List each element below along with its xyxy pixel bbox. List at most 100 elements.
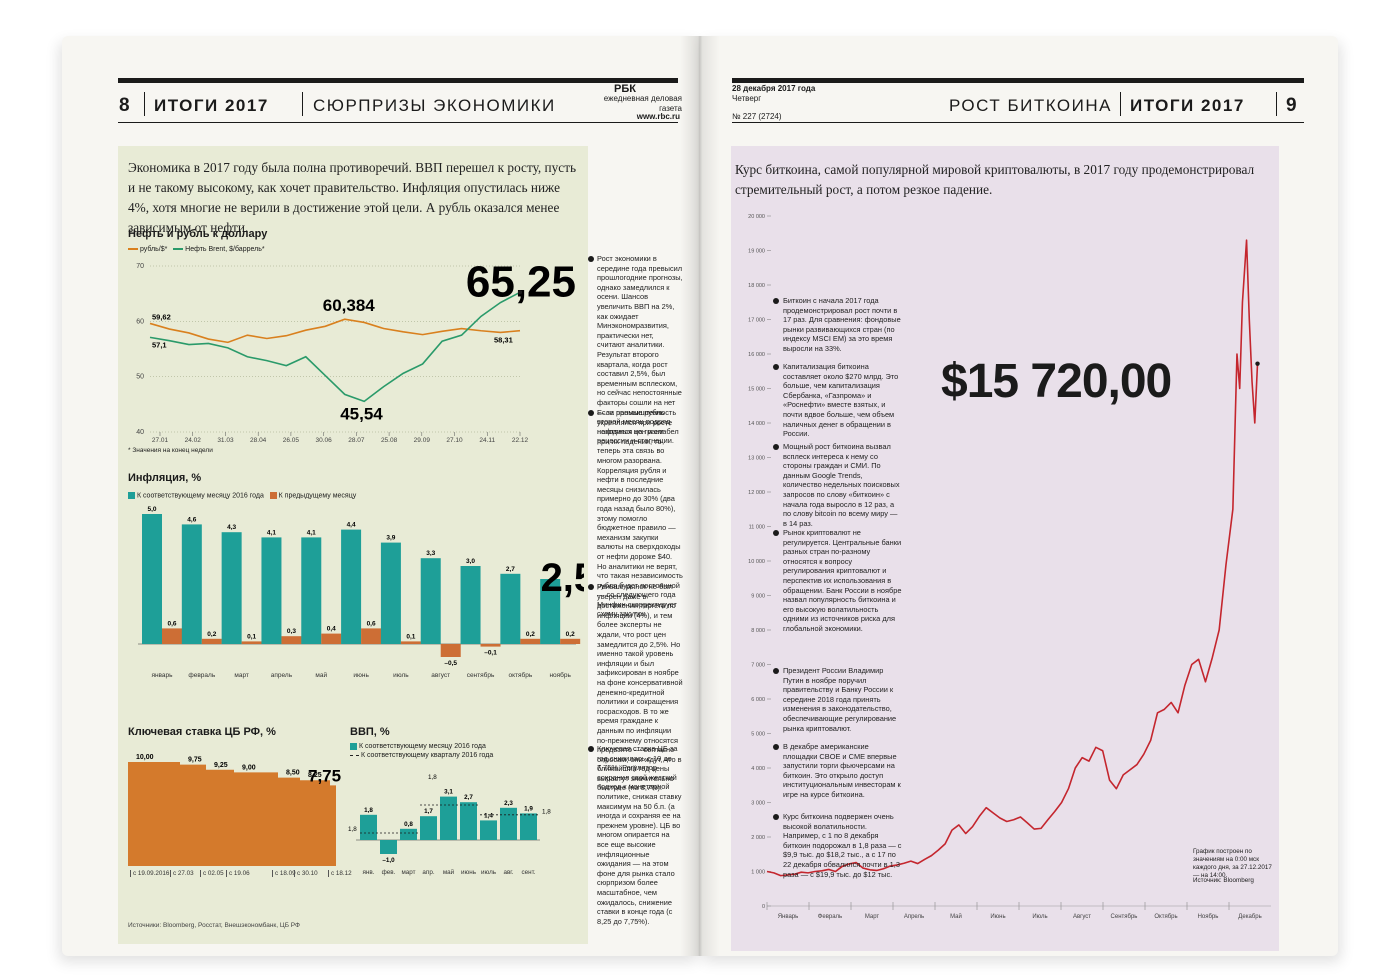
oil-x-tick: 28.07 <box>348 437 365 444</box>
site-link[interactable]: www.rbc.ru <box>636 112 680 121</box>
bitcoin-big-value: $15 720,00 <box>941 355 1172 408</box>
bitcoin-source: Источник: Bloomberg <box>1193 877 1254 884</box>
left-header-divider-2 <box>302 92 303 116</box>
btc-y-tick: 12 000 <box>748 490 765 496</box>
left-sources: Источники: Bloomberg, Росстат, Внешэконо… <box>128 922 300 929</box>
right-header-divider-2 <box>1276 92 1277 116</box>
key-rate-step-label: 8,25 <box>308 772 322 779</box>
btc-y-tick: 13 000 <box>748 456 765 462</box>
gdp-value: 1,9 <box>524 805 533 812</box>
inflation-chart-title: Инфляция, % <box>128 472 202 484</box>
inflation-x-tick: сентябрь <box>467 671 495 679</box>
btc-y-tick: 4 000 <box>751 766 765 772</box>
key-rate-x-tick: с 27.03 <box>170 870 194 877</box>
inflation-x-tick: июль <box>393 672 409 679</box>
oil-x-tick: 28.04 <box>250 437 267 444</box>
gdp-quarter-label-1: 1,8 <box>348 826 357 833</box>
key-rate-chart: 10,00 9,75 9,25 9,00 8,50 8,257,75 <box>128 754 341 866</box>
btc-y-tick: 3 000 <box>751 801 765 807</box>
btc-y-tick: 1 000 <box>751 870 765 876</box>
inflation-chart: 5,0 0,6 январь 4,6 0,2 февраль 4,3 0,1 март 4,1 0,… <box>138 506 584 679</box>
btc-y-tick: 19 000 <box>748 249 765 255</box>
btc-paragraph-3: Мощный рост биткоина вызвал всплеск инте… <box>783 442 900 528</box>
btc-y-tick: 18 000 <box>748 283 765 289</box>
oil-ruble-chart-title: Нефть и рубль к доллару <box>128 228 268 240</box>
left-page-number: 8 <box>119 95 130 116</box>
gdp-month-label: К соответствующему месяцу 2016 года <box>358 743 486 750</box>
gdp-quarter-swatch <box>350 754 359 756</box>
newspaper-spread: 8 ИТОГИ 2017 СЮРПРИЗЫ ЭКОНОМИКИ РБК ежед… <box>62 36 1338 956</box>
inflation-yoy-value: 4,6 <box>187 516 196 523</box>
btc-y-tick: 10 000 <box>748 559 765 565</box>
gdp-value: 1,4 <box>484 812 493 819</box>
right-page-number: 9 <box>1286 95 1297 116</box>
inflation-mom-bar <box>520 638 541 644</box>
inflation-yoy-label: К соответствующему месяцу 2016 года <box>136 492 264 500</box>
page-gutter <box>680 36 720 956</box>
inflation-mom-value: 0,1 <box>247 633 256 640</box>
btc-x-tick: Апрель <box>904 914 924 920</box>
btc-x-tick: Январь <box>778 914 799 920</box>
inflation-x-tick: февраль <box>188 672 215 679</box>
oil-y-tick: 50 <box>136 374 144 381</box>
btc-price-line <box>766 239 1259 877</box>
side-paragraph-2: Если раньше рубль укреплялся при росте н… <box>597 408 683 619</box>
oil-x-tick: 24.11 <box>479 437 495 444</box>
gdp-x-tick: авг. <box>503 869 513 876</box>
oil-x-tick: 22.12 <box>512 437 529 444</box>
inflation-mom-value: 0,3 <box>287 628 296 635</box>
oil-end-ruble-label: 58,31 <box>494 336 513 345</box>
key-rate-x-tick: с 19.09.2016 <box>130 870 169 877</box>
oil-x-tick: 24.02 <box>185 437 202 444</box>
inflation-yoy-bar <box>540 579 561 644</box>
btc-x-tick: Март <box>865 914 880 920</box>
gdp-x-tick: янв. <box>363 869 375 876</box>
gdp-bar <box>520 813 537 840</box>
gdp-x-tick: март <box>401 869 415 876</box>
btc-x-tick: Май <box>950 913 962 920</box>
inflation-yoy-bar <box>181 524 202 644</box>
btc-bullet-5 <box>773 668 779 674</box>
btc-y-tick: 8 000 <box>751 628 765 634</box>
left-section-title: ИТОГИ 2017 <box>154 96 269 115</box>
oil-ruble-chart: 40 50 60 70 27.01 24.02 31.03 28.04 26.05 30.06 28… <box>136 257 576 444</box>
key-rate-chart-title: Ключевая ставка ЦБ РФ, % <box>128 726 276 738</box>
inflation-yoy-value: 4,1 <box>267 529 276 536</box>
inflation-mom-value: 0,6 <box>367 620 376 627</box>
side-paragraph-3: Раньше рынок не был уверен даже в достиж… <box>597 582 683 793</box>
gdp-legend: К соответствующему месяцу 2016 года К со… <box>350 742 493 760</box>
inflation-x-tick: апрель <box>271 672 293 679</box>
inflation-mom-bar <box>480 644 501 647</box>
oil-x-tick: 31.03 <box>217 437 234 444</box>
btc-y-tick: 11 000 <box>749 525 765 531</box>
gdp-x-tick: май <box>443 868 455 876</box>
side-bullet-1 <box>588 256 594 262</box>
btc-x-tick: Октябрь <box>1154 914 1177 920</box>
inflation-yoy-value: 4,4 <box>347 522 356 529</box>
gdp-bar <box>420 816 437 840</box>
issue-number: № 227 (2724) <box>732 112 782 121</box>
inflation-yoy-bar <box>420 558 441 644</box>
key-rate-step-label: 10,00 <box>136 754 154 761</box>
inflation-mom-bar <box>201 638 222 644</box>
left-infographic-panel: Экономика в 2017 году была полна противо… <box>118 146 588 944</box>
inflation-x-tick: август <box>431 672 450 679</box>
inflation-mom-bar <box>162 628 182 644</box>
gdp-bar <box>480 820 497 840</box>
btc-paragraph-5: Президент России Владимир Путин в ноябре… <box>783 666 897 733</box>
brent-line <box>149 291 521 403</box>
inflation-mom-swatch <box>269 492 277 499</box>
right-header-bottom-rule <box>732 122 1304 123</box>
inflation-yoy-swatch <box>128 492 135 499</box>
gdp-bar <box>460 802 477 840</box>
key-rate-area <box>128 762 336 866</box>
gdp-bar <box>400 828 417 840</box>
gdp-value: 1,7 <box>424 808 433 815</box>
inflation-yoy-bar <box>301 537 322 644</box>
left-topic-title: СЮРПРИЗЫ ЭКОНОМИКИ <box>313 96 556 115</box>
gdp-value: 2,7 <box>464 794 473 801</box>
brent-legend-swatch <box>173 248 184 251</box>
oil-start-brent-label: 57,1 <box>152 340 167 349</box>
inflation-yoy-bar <box>341 529 362 644</box>
gdp-x-tick: апр. <box>422 869 434 876</box>
